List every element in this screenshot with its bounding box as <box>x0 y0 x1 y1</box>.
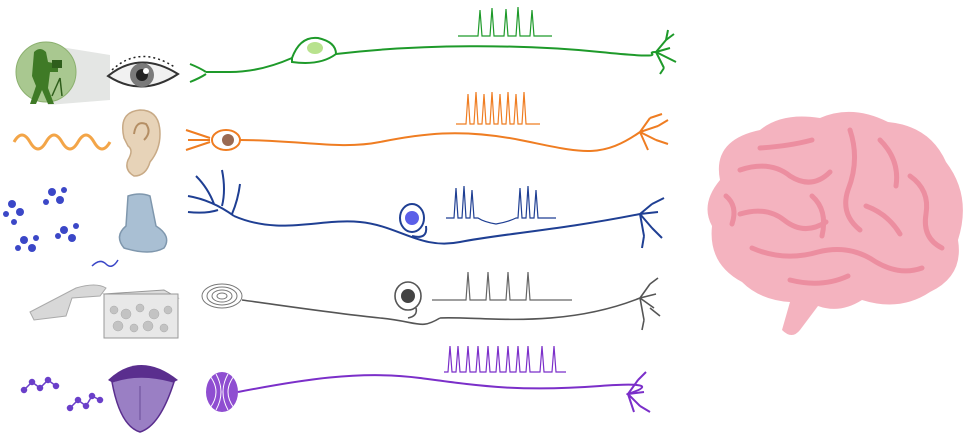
fingerprint-icon <box>201 283 243 309</box>
smell-neuron <box>187 169 665 249</box>
odor-trail-icon <box>91 259 119 267</box>
vision-spike-train <box>458 6 552 37</box>
smell-nucleus <box>405 211 419 225</box>
smell-pathway <box>3 169 665 267</box>
odor-molecules-icon <box>3 187 79 252</box>
skin-block-icon <box>102 289 180 339</box>
touch-spike-train <box>432 271 572 301</box>
vision-pathway <box>15 6 677 105</box>
camera-photographer-icon <box>15 41 110 105</box>
touch-nucleus <box>401 289 415 303</box>
sound-wave-icon <box>12 133 112 151</box>
brain-icon <box>707 111 963 335</box>
smell-spike-train <box>446 185 556 225</box>
taste-neuron <box>237 371 651 413</box>
taste-pathway <box>20 345 651 433</box>
nose-icon <box>118 193 168 253</box>
taste-bud-icon <box>206 372 238 412</box>
hearing-nucleus <box>222 134 234 146</box>
touch-pathway <box>29 271 661 339</box>
mouth-tongue-icon <box>108 365 178 433</box>
taste-spike-train <box>444 345 566 373</box>
ear-icon <box>122 109 161 177</box>
hearing-spike-train <box>456 91 540 125</box>
taste-molecules-icon <box>20 376 104 412</box>
finger-icon <box>29 284 107 321</box>
eye-icon <box>106 55 180 88</box>
vision-nucleus <box>307 42 323 54</box>
hearing-pathway <box>12 91 669 177</box>
touch-neuron <box>241 277 661 331</box>
